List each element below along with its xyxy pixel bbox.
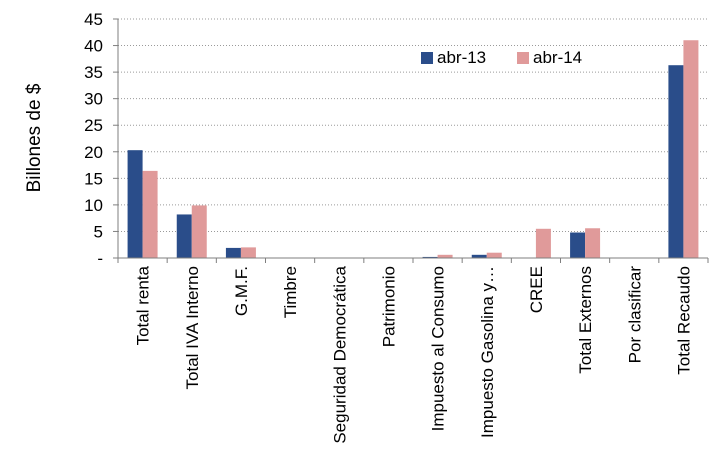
- y-tick-label: 5: [94, 222, 103, 241]
- bar-abr-14: [142, 170, 158, 258]
- y-tick-label: 10: [84, 196, 103, 215]
- legend-label: abr-13: [437, 48, 486, 67]
- x-category-label: Patrimonio: [379, 266, 398, 347]
- legend: abr-13 abr-14: [421, 48, 582, 67]
- y-tick-label: 30: [84, 90, 103, 109]
- y-tick-label: 25: [84, 116, 103, 135]
- bar-abr-14: [683, 40, 699, 258]
- bar-abr-14: [240, 247, 256, 258]
- y-axis-label: Billones de $: [24, 83, 45, 192]
- bar-abr-13: [471, 254, 487, 258]
- y-tick-label: 40: [84, 37, 103, 56]
- y-tick-label: 20: [84, 143, 103, 162]
- x-category-label: CREE: [527, 266, 546, 313]
- y-tick-label: 15: [84, 169, 103, 188]
- bar-abr-13: [225, 247, 241, 258]
- legend-swatch-abr-14: [517, 52, 529, 64]
- bar-abr-14: [585, 228, 601, 258]
- bar-abr-13: [127, 150, 143, 258]
- x-category-label: Impuesto Gasolina y…: [478, 266, 497, 438]
- bar-abr-14: [535, 228, 551, 258]
- x-category-label: Por clasificar: [625, 266, 644, 364]
- legend-label: abr-14: [533, 48, 582, 67]
- x-category-label: Total Recaudo: [674, 266, 693, 375]
- bar-abr-14: [191, 205, 207, 258]
- gridlines: [118, 18, 708, 232]
- x-category-label: Total renta: [134, 265, 153, 345]
- y-tick-label: -: [97, 249, 103, 268]
- bar-abr-14: [486, 252, 502, 258]
- y-tick-labels: - 5 10 15 20 25 30 35 40 45: [84, 10, 103, 268]
- legend-swatch-abr-13: [421, 52, 433, 64]
- x-category-label: Total Externos: [576, 266, 595, 374]
- bars: [127, 40, 699, 258]
- axes: [113, 18, 709, 263]
- bar-abr-13: [570, 232, 586, 258]
- y-tick-label: 45: [84, 10, 103, 29]
- x-category-label: Impuesto al Consumo: [429, 266, 448, 431]
- x-category-label: Total IVA Interno: [183, 266, 202, 389]
- bar-abr-13: [668, 65, 684, 258]
- x-category-label: Timbre: [281, 266, 300, 318]
- bar-abr-14: [437, 254, 453, 258]
- x-category-label: Seguridad Democrática: [330, 265, 349, 443]
- y-tick-label: 35: [84, 63, 103, 82]
- x-category-label: G.M.F.: [232, 266, 251, 316]
- bar-abr-13: [422, 256, 438, 258]
- bar-abr-13: [176, 214, 192, 258]
- x-category-labels: Total renta Total IVA Interno G.M.F. Timbre…: [134, 265, 694, 443]
